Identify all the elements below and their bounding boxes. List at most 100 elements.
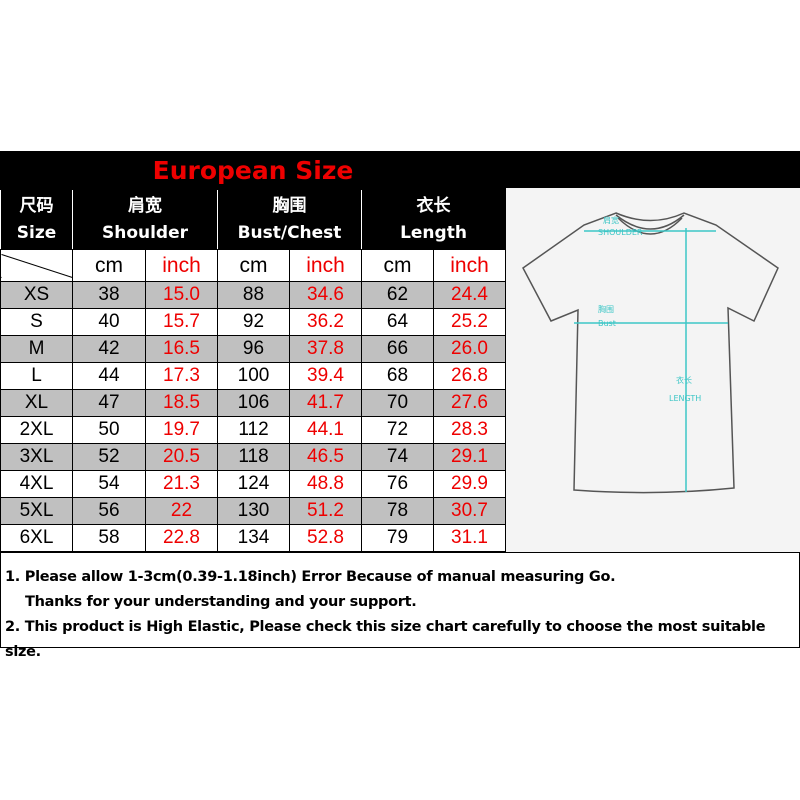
cm-cell: 134 <box>217 524 290 552</box>
diagram-length-cn: 衣长 <box>676 375 692 385</box>
table-row: 6XL 58 22.8 134 52.8 79 31.1 <box>0 524 506 552</box>
cm-cell: 56 <box>72 497 146 525</box>
cm-cell: 47 <box>72 389 146 417</box>
inch-cell: 29.9 <box>433 470 506 498</box>
inch-cell: 46.5 <box>289 443 362 471</box>
cm-cell: 70 <box>361 389 434 417</box>
inch-cell: 27.6 <box>433 389 506 417</box>
diagram-length-label: LENGTH <box>669 394 701 403</box>
inch-cell: 22 <box>145 497 218 525</box>
table-row: 2XL 50 19.7 112 44.1 72 28.3 <box>0 416 506 444</box>
inch-cell: 16.5 <box>145 335 218 363</box>
cm-cell: 112 <box>217 416 290 444</box>
cm-cell: 52 <box>72 443 146 471</box>
cm-cell: 106 <box>217 389 290 417</box>
size-cell: 4XL <box>0 470 73 498</box>
inch-cell: 26.8 <box>433 362 506 390</box>
cm-cell: 96 <box>217 335 290 363</box>
unit-inch: inch <box>289 249 362 282</box>
table-row: S 40 15.7 92 36.2 64 25.2 <box>0 308 506 336</box>
diagram-bust-cn: 胸围 <box>598 304 614 314</box>
inch-cell: 34.6 <box>289 281 362 309</box>
cm-cell: 118 <box>217 443 290 471</box>
cm-cell: 68 <box>361 362 434 390</box>
note-1-cont: Thanks for your understanding and your s… <box>25 594 417 610</box>
inch-cell: 21.3 <box>145 470 218 498</box>
cm-cell: 42 <box>72 335 146 363</box>
diagram-bust-label: Bust <box>598 319 616 328</box>
cm-cell: 92 <box>217 308 290 336</box>
table-row: 4XL 54 21.3 124 48.8 76 29.9 <box>0 470 506 498</box>
cm-cell: 54 <box>72 470 146 498</box>
inch-cell: 30.7 <box>433 497 506 525</box>
size-table: European Size 尺码 Size 肩宽 Shoulder 胸围 Bust/C… <box>0 151 506 552</box>
unit-inch: inch <box>145 249 218 282</box>
cm-cell: 40 <box>72 308 146 336</box>
inch-cell: 26.0 <box>433 335 506 363</box>
unit-inch: inch <box>433 249 506 282</box>
inch-cell: 28.3 <box>433 416 506 444</box>
inch-cell: 36.2 <box>289 308 362 336</box>
cm-cell: 124 <box>217 470 290 498</box>
size-cell: L <box>0 362 73 390</box>
inch-cell: 25.2 <box>433 308 506 336</box>
cm-cell: 100 <box>217 362 290 390</box>
inch-cell: 24.4 <box>433 281 506 309</box>
cm-cell: 64 <box>361 308 434 336</box>
inch-cell: 39.4 <box>289 362 362 390</box>
tshirt-diagram: 肩宽 SHOULDER 胸围 Bust 衣长 LENGTH <box>505 151 800 552</box>
size-cell: XL <box>0 389 73 417</box>
unit-cm: cm <box>361 249 434 282</box>
table-row: 3XL 52 20.5 118 46.5 74 29.1 <box>0 443 506 471</box>
unit-cm: cm <box>217 249 290 282</box>
note-2: 2. This product is High Elastic, Please … <box>5 619 766 660</box>
table-row: M 42 16.5 96 37.8 66 26.0 <box>0 335 506 363</box>
cm-cell: 76 <box>361 470 434 498</box>
header-size: 尺码 Size <box>0 189 73 250</box>
cm-cell: 78 <box>361 497 434 525</box>
header-length: 衣长 Length <box>361 189 506 250</box>
table-row: XS 38 15.0 88 34.6 62 24.4 <box>0 281 506 309</box>
inch-cell: 52.8 <box>289 524 362 552</box>
note-1: 1. Please allow 1-3cm(0.39-1.18inch) Err… <box>5 569 616 585</box>
size-cell: S <box>0 308 73 336</box>
cm-cell: 74 <box>361 443 434 471</box>
inch-cell: 44.1 <box>289 416 362 444</box>
tshirt-illustration: 肩宽 SHOULDER 胸围 Bust 衣长 LENGTH <box>522 212 779 494</box>
inch-cell: 22.8 <box>145 524 218 552</box>
cm-cell: 79 <box>361 524 434 552</box>
table-row: 5XL 56 22 130 51.2 78 30.7 <box>0 497 506 525</box>
inch-cell: 37.8 <box>289 335 362 363</box>
cm-cell: 130 <box>217 497 290 525</box>
diagram-header-bar <box>506 151 800 188</box>
cm-cell: 72 <box>361 416 434 444</box>
table-row: XL 47 18.5 106 41.7 70 27.6 <box>0 389 506 417</box>
inch-cell: 20.5 <box>145 443 218 471</box>
diagonal-cell <box>0 249 73 282</box>
size-cell: 6XL <box>0 524 73 552</box>
inch-cell: 15.0 <box>145 281 218 309</box>
size-cell: 3XL <box>0 443 73 471</box>
header-shoulder: 肩宽 Shoulder <box>72 189 218 250</box>
cm-cell: 44 <box>72 362 146 390</box>
size-cell: XS <box>0 281 73 309</box>
cm-cell: 50 <box>72 416 146 444</box>
size-cell: 2XL <box>0 416 73 444</box>
size-cell: M <box>0 335 73 363</box>
table-row: L 44 17.3 100 39.4 68 26.8 <box>0 362 506 390</box>
inch-cell: 51.2 <box>289 497 362 525</box>
inch-cell: 29.1 <box>433 443 506 471</box>
inch-cell: 17.3 <box>145 362 218 390</box>
diagram-shoulder-label: SHOULDER <box>598 228 643 237</box>
cm-cell: 66 <box>361 335 434 363</box>
cm-cell: 38 <box>72 281 146 309</box>
cm-cell: 62 <box>361 281 434 309</box>
diagram-shoulder-cn: 肩宽 <box>603 215 619 225</box>
inch-cell: 48.8 <box>289 470 362 498</box>
unit-cm: cm <box>72 249 146 282</box>
cm-cell: 58 <box>72 524 146 552</box>
notes: 1. Please allow 1-3cm(0.39-1.18inch) Err… <box>0 552 800 660</box>
table-title: European Size <box>0 151 506 190</box>
inch-cell: 15.7 <box>145 308 218 336</box>
cm-cell: 88 <box>217 281 290 309</box>
